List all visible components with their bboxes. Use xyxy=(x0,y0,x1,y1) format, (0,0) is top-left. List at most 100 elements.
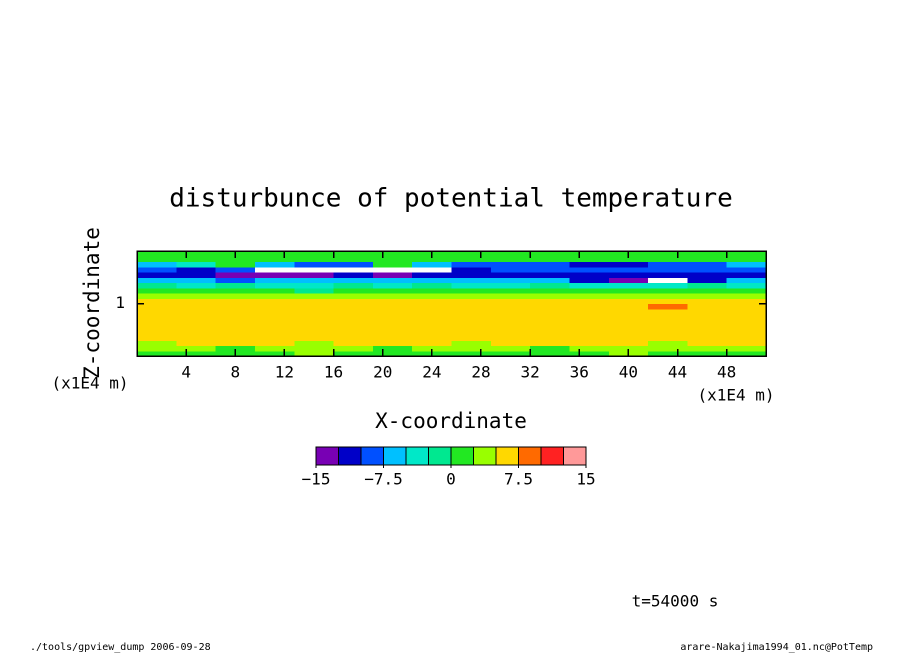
colorbar-swatch xyxy=(473,446,497,466)
contour-cell xyxy=(608,324,649,331)
contour-cell xyxy=(687,287,728,294)
contour-cell xyxy=(648,266,688,273)
contour-cell xyxy=(215,314,256,320)
contour-cell xyxy=(608,335,649,341)
contour-cell xyxy=(176,314,217,320)
contour-cell xyxy=(490,282,531,289)
contour-cell xyxy=(176,329,217,336)
contour-cell xyxy=(254,256,295,262)
contour-cell xyxy=(687,266,728,273)
contour-cell xyxy=(215,329,256,336)
contour-cell xyxy=(687,329,728,336)
contour-cell xyxy=(215,277,256,283)
contour-cell xyxy=(294,251,335,257)
contour-cell xyxy=(490,251,531,257)
contour-cell xyxy=(412,293,452,299)
contour-cell xyxy=(412,282,452,289)
contour-cell xyxy=(490,303,531,310)
contour-cell xyxy=(215,282,256,289)
contour-cell xyxy=(569,314,610,320)
contour-cell xyxy=(569,298,610,304)
contour-cell xyxy=(412,303,452,310)
contour-cell xyxy=(372,324,413,331)
contour-cell xyxy=(451,266,492,273)
contour-cell xyxy=(294,277,335,283)
contour-cell xyxy=(137,335,177,341)
contour-cell xyxy=(530,287,570,294)
contour-cell xyxy=(726,345,767,352)
contour-cell xyxy=(294,287,335,294)
contour-cell xyxy=(333,266,374,273)
contour-cell xyxy=(490,261,531,268)
contour-cell xyxy=(451,319,492,325)
contour-cell xyxy=(137,282,177,289)
x-tick-label: 8 xyxy=(230,363,240,382)
contour-cell xyxy=(333,277,374,283)
contour-cell xyxy=(687,340,728,346)
contour-cell xyxy=(215,324,256,331)
contour-cell xyxy=(490,277,531,283)
contour-cell xyxy=(176,256,217,262)
contour-cell xyxy=(333,256,374,262)
contour-cell xyxy=(530,345,570,352)
contour-cell xyxy=(215,308,256,315)
contour-cell xyxy=(530,335,570,341)
contour-cell xyxy=(490,266,531,273)
contour-cell xyxy=(254,324,295,331)
contour-cell xyxy=(648,324,688,331)
contour-cell xyxy=(176,298,217,304)
contour-cell xyxy=(451,256,492,262)
contour-cell xyxy=(412,298,452,304)
contour-cell xyxy=(569,277,610,283)
contour-cell xyxy=(333,261,374,268)
contour-cell xyxy=(608,345,649,352)
contour-cell xyxy=(608,277,649,283)
contour-cell xyxy=(215,298,256,304)
contour-cell xyxy=(490,350,531,357)
contour-cell xyxy=(372,329,413,336)
contour-cell xyxy=(333,308,374,315)
contour-cell xyxy=(412,272,452,278)
contour-cell xyxy=(412,324,452,331)
footer-left: ./tools/gpview_dump 2006-09-28 xyxy=(30,642,211,653)
contour-cell xyxy=(648,293,688,299)
contour-cell xyxy=(137,303,177,310)
contour-cell xyxy=(687,282,728,289)
contour-cell xyxy=(294,272,335,278)
x-tick-label: 28 xyxy=(471,363,490,382)
contour-cell xyxy=(254,272,295,278)
contour-cell xyxy=(137,256,177,262)
contour-cell xyxy=(137,345,177,352)
colorbar-tick-label: 7.5 xyxy=(504,470,533,489)
contour-cell xyxy=(451,251,492,257)
contour-cell xyxy=(294,335,335,341)
colorbar-swatch xyxy=(383,446,407,466)
contour-cell xyxy=(648,272,688,278)
contour-cell xyxy=(490,319,531,325)
contour-cell xyxy=(294,282,335,289)
contour-cell xyxy=(530,282,570,289)
footer-right: arare-Nakajima1994_01.nc@PotTemp xyxy=(680,642,873,653)
contour-cell xyxy=(254,266,295,273)
contour-cell xyxy=(530,314,570,320)
contour-cell xyxy=(451,314,492,320)
contour-cell xyxy=(608,256,649,262)
contour-cell xyxy=(451,324,492,331)
contour-cell xyxy=(530,350,570,357)
contour-cell xyxy=(490,272,531,278)
contour-cell xyxy=(372,293,413,299)
contour-cell xyxy=(648,251,688,257)
contour-cell xyxy=(451,293,492,299)
contour-cell xyxy=(451,329,492,336)
contour-cell xyxy=(726,272,767,278)
contour-cell xyxy=(176,345,217,352)
contour-cell xyxy=(451,350,492,357)
contour-cell xyxy=(569,324,610,331)
contour-cell xyxy=(412,329,452,336)
contour-cell xyxy=(530,308,570,315)
contour-cell xyxy=(726,308,767,315)
contour-cell xyxy=(254,319,295,325)
contour-cell xyxy=(412,256,452,262)
contour-cell xyxy=(333,298,374,304)
contour-cell xyxy=(608,261,649,268)
